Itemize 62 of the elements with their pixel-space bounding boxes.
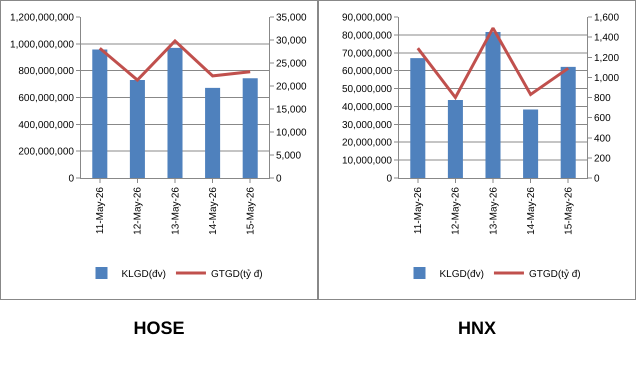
x-tick-label: 13-May-26 xyxy=(488,186,500,235)
x-tick-label: 11-May-26 xyxy=(413,186,424,234)
y2-tick-label: 25,000 xyxy=(276,58,308,70)
y2-tick-label: 600 xyxy=(594,113,612,124)
y2-tick-label: 1,600 xyxy=(594,12,620,24)
y2-tick-label: 200 xyxy=(594,153,612,164)
text: HOSE xyxy=(132,318,186,339)
y2-tick-label: 35,000 xyxy=(276,12,308,24)
line-series xyxy=(98,39,252,82)
legend-label: GTGD(tỷ đ) xyxy=(528,268,581,280)
y-tick-label: 70,000,000 xyxy=(342,48,392,60)
x-tick-label: 12-May-26 xyxy=(450,186,462,235)
y2-tick-label: 0 xyxy=(594,174,600,184)
x-tick-label: 14-May-26 xyxy=(526,186,537,235)
legend-label: KLGD(đv) xyxy=(440,268,484,280)
y-tick-label: 1,200,000,000 xyxy=(10,12,74,24)
bar xyxy=(485,32,501,178)
y2-tick-label: 5,000 xyxy=(276,150,302,162)
x-tick-label: 12-May-26 xyxy=(132,186,144,235)
y-tick-label: 400,000,000 xyxy=(18,120,74,131)
bar xyxy=(205,88,220,178)
x-tick-label: 11-May-26 xyxy=(95,186,106,234)
line-series xyxy=(416,26,570,99)
y-tick-label: 800,000,000 xyxy=(18,66,74,78)
text: HNX xyxy=(456,318,497,339)
y2-tick-label: 10,000 xyxy=(276,128,308,138)
y2-tick-label: 0 xyxy=(276,174,282,184)
x-tick-label: 15-May-26 xyxy=(563,186,574,235)
bar xyxy=(167,48,183,178)
y2-tick-label: 20,000 xyxy=(276,82,308,92)
x-tick-label: 13-May-26 xyxy=(170,186,182,235)
y2-tick-label: 800 xyxy=(594,93,612,104)
legend-label: KLGD(đv) xyxy=(122,268,166,280)
y-tick-label: 40,000,000 xyxy=(342,102,392,113)
x-tick-label: 14-May-26 xyxy=(208,186,219,235)
y2-tick-label: 30,000 xyxy=(276,36,308,46)
y-tick-label: 20,000,000 xyxy=(342,138,392,149)
y2-tick-label: 1,200 xyxy=(594,52,620,64)
x-tick-label: 15-May-26 xyxy=(245,186,256,235)
y-tick-label: 200,000,000 xyxy=(18,146,74,158)
bar xyxy=(130,80,145,178)
legend-label: GTGD(tỷ đ) xyxy=(210,268,263,280)
bar xyxy=(523,109,538,178)
y-tick-label: 50,000,000 xyxy=(342,84,392,96)
y-tick-label: 90,000,000 xyxy=(342,12,392,24)
y-tick-label: 0 xyxy=(386,174,392,184)
bar xyxy=(242,78,258,178)
bar xyxy=(92,49,108,178)
y-tick-label: 60,000,000 xyxy=(342,66,392,78)
y2-tick-label: 15,000 xyxy=(276,104,308,116)
bar xyxy=(560,66,576,178)
y-tick-label: 10,000,000 xyxy=(342,156,392,167)
y2-tick-label: 1,000 xyxy=(594,72,620,84)
bar xyxy=(410,58,426,178)
y-tick-label: 30,000,000 xyxy=(342,120,392,131)
y-tick-label: 80,000,000 xyxy=(342,30,392,42)
y-tick-label: 600,000,000 xyxy=(18,93,74,104)
bar xyxy=(448,100,463,178)
y2-tick-label: 1,400 xyxy=(594,32,620,44)
y-tick-label: 1,000,000,000 xyxy=(10,39,74,50)
y-tick-label: 0 xyxy=(68,174,74,184)
y2-tick-label: 400 xyxy=(594,133,612,144)
